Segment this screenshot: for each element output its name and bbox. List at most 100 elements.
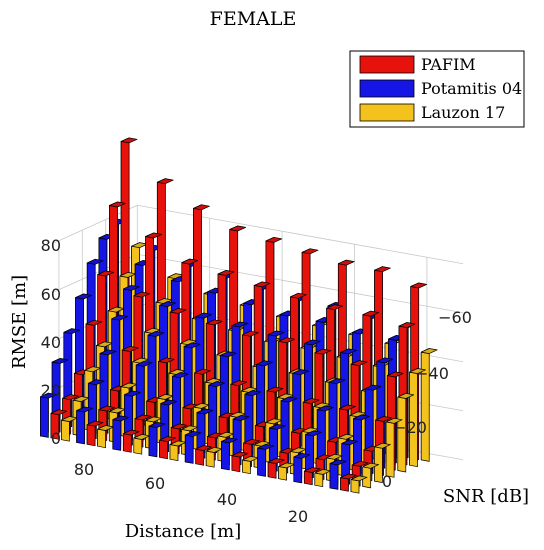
bar-top-face — [410, 282, 428, 289]
bar-top-face — [364, 384, 382, 391]
bar-front-face — [293, 456, 303, 484]
bar-top-face — [221, 437, 238, 444]
bar-top-face — [62, 394, 79, 401]
z-tick-label: 0 — [51, 429, 61, 448]
bar-top-face — [147, 331, 165, 337]
bar-top-face — [194, 368, 211, 375]
bar-top-face — [337, 259, 355, 266]
z-tick-label: 80 — [41, 236, 61, 255]
bar-top-face — [181, 258, 199, 265]
bar-top-face — [316, 405, 334, 412]
bar-top-face — [409, 368, 426, 374]
bar-top-face — [314, 348, 332, 355]
bar-front-face — [148, 425, 158, 458]
y-axis-label: SNR [dB] — [443, 486, 529, 507]
bar-front-face — [86, 424, 96, 447]
bar — [329, 459, 347, 490]
bar-top-face — [304, 339, 321, 346]
grid-line — [137, 204, 464, 265]
bar-top-face — [290, 292, 307, 299]
bar — [420, 348, 438, 462]
bar-front-face — [267, 461, 277, 479]
bar-top-face — [385, 417, 403, 424]
bar-top-face — [134, 414, 152, 421]
bar-top-face — [111, 314, 129, 321]
bar-top-face — [231, 451, 249, 458]
bar — [278, 462, 295, 481]
bar — [397, 393, 415, 473]
bar — [97, 425, 114, 449]
bar — [350, 475, 368, 494]
bar-top-face — [292, 369, 310, 376]
legend-swatch-potamitis — [359, 79, 415, 98]
bar-top-face — [244, 390, 262, 396]
bar-front-face — [122, 433, 132, 453]
bar — [257, 444, 274, 477]
y-tick-label: 0 — [382, 472, 392, 491]
bar-top-face — [156, 178, 174, 185]
bar-top-face — [340, 348, 357, 355]
bar-top-face — [75, 293, 92, 300]
bar-top-face — [340, 473, 357, 480]
bar — [293, 452, 311, 484]
bar-top-face — [266, 386, 284, 393]
bar-front-face — [231, 455, 241, 473]
bar — [205, 447, 223, 468]
bar-top-face — [268, 424, 286, 430]
bar-top-face — [193, 204, 210, 211]
bar-top-face — [121, 346, 139, 352]
bar-top-face — [195, 312, 213, 319]
bar — [40, 392, 57, 438]
bar-top-face — [386, 371, 404, 378]
bar-front-face — [314, 472, 324, 488]
legend: PAFIM Potamitis 04 Lauzon 17 — [349, 50, 525, 128]
bar — [221, 437, 238, 471]
y-tick-label: −60 — [438, 308, 472, 327]
bar-front-face — [184, 434, 194, 464]
bar-top-face — [329, 459, 347, 466]
y-tick-label: −40 — [415, 364, 449, 383]
bar-top-face — [183, 342, 201, 349]
bar — [133, 434, 151, 455]
bars — [40, 137, 438, 494]
x-axis-label: Distance [m] — [125, 521, 242, 542]
bar-front-face — [195, 448, 205, 466]
bar-top-face — [242, 330, 259, 337]
bar-top-face — [50, 409, 68, 416]
bar-top-face — [124, 390, 141, 397]
x-tick-label: 80 — [74, 460, 94, 479]
bar-top-face — [208, 381, 225, 387]
bar — [314, 469, 332, 488]
bar-top-face — [265, 236, 283, 243]
bar-front-face — [159, 439, 168, 460]
bar-top-face — [375, 416, 392, 422]
bar-top-face — [232, 415, 250, 421]
bar-top-face — [301, 248, 319, 255]
chart-title: FEMALE — [210, 8, 297, 30]
bar-top-face — [350, 360, 368, 366]
bar-top-face — [376, 357, 394, 364]
bar-top-face — [229, 225, 247, 232]
bar-top-face — [63, 328, 81, 335]
bar-front-face — [40, 396, 49, 438]
bar-top-face — [196, 408, 214, 415]
bar-front-face — [257, 447, 266, 477]
bar-top-face — [339, 404, 356, 411]
bar-front-face — [97, 428, 106, 449]
bar-top-face — [97, 270, 115, 277]
bar-front-face — [329, 463, 339, 490]
bar-top-face — [328, 378, 346, 385]
bar-top-face — [169, 308, 187, 314]
bar — [231, 451, 249, 473]
z-axis-label: RMSE [m] — [9, 275, 30, 369]
bar-top-face — [256, 360, 273, 367]
bar-top-face — [219, 351, 237, 358]
bar-top-face — [159, 436, 176, 442]
grid-line — [137, 302, 464, 363]
bar-top-face — [135, 360, 153, 367]
bar-front-face — [76, 410, 85, 445]
bar — [61, 416, 78, 442]
bar-top-face — [160, 399, 178, 406]
bar-top-face — [326, 304, 343, 311]
